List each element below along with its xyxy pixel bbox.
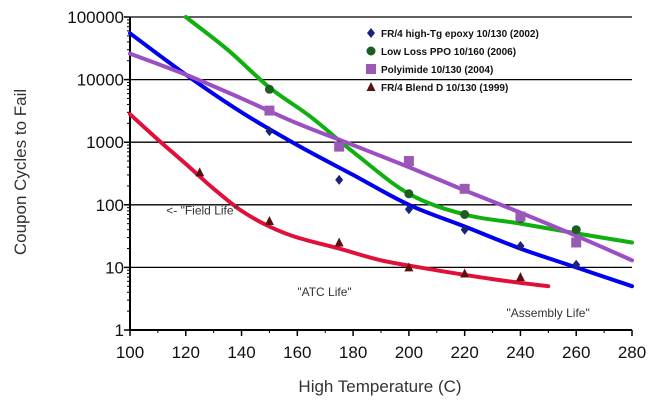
y-tick-label: 10000 bbox=[77, 71, 124, 90]
data-point-square bbox=[334, 141, 345, 152]
data-point-triangle bbox=[515, 272, 525, 282]
legend-entry: FR/4 high-Tg epoxy 10/130 (2002) bbox=[381, 29, 539, 40]
annotation: "Assembly Life" bbox=[507, 306, 590, 320]
y-tick-label: 1000 bbox=[86, 133, 124, 152]
y-tick-label: 100 bbox=[96, 196, 124, 215]
y-axis-label: Coupon Cycles to Fail bbox=[11, 89, 30, 255]
legend: FR/4 high-Tg epoxy 10/130 (2002) Low Loss… bbox=[366, 28, 539, 94]
data-point-square bbox=[459, 183, 470, 194]
legend-marker-triangle bbox=[366, 82, 376, 91]
y-tick-label: 1 bbox=[115, 321, 124, 340]
y-tick-label: 100000 bbox=[67, 8, 124, 27]
data-point-circle bbox=[264, 84, 274, 94]
data-point-triangle bbox=[264, 216, 274, 226]
data-point-square bbox=[403, 156, 414, 167]
fit-line-polyimide-10-130-2004 bbox=[128, 51, 634, 263]
data-point-square bbox=[571, 237, 582, 248]
x-tick-label: 240 bbox=[506, 343, 534, 362]
x-axis-label: High Temperature (C) bbox=[298, 377, 461, 396]
data-point-triangle bbox=[334, 237, 344, 247]
data-point-diamond bbox=[335, 174, 344, 185]
legend-entry: FR/4 Blend D 10/130 (1999) bbox=[381, 83, 508, 94]
tick-labels: 1 10 100 1000 10000 100000 100 120 140 160 180 200 2… bbox=[67, 8, 646, 362]
annotation: "ATC Life" bbox=[297, 285, 351, 299]
data-point-square bbox=[264, 105, 275, 116]
legend-marker-square bbox=[366, 64, 376, 74]
x-tick-label: 260 bbox=[562, 343, 590, 362]
data-point-diamond bbox=[404, 204, 413, 215]
annotation: <- "Field Life" bbox=[166, 203, 238, 217]
data-point-diamond bbox=[460, 224, 469, 235]
x-tick-label: 220 bbox=[450, 343, 478, 362]
series-lines bbox=[128, 15, 634, 289]
legend-entry: Polyimide 10/130 (2004) bbox=[381, 65, 493, 76]
legend-marker-circle bbox=[366, 46, 376, 56]
legend-entry: Low Loss PPO 10/160 (2006) bbox=[381, 47, 516, 58]
fit-line-fr-4-high-tg-epoxy-10-130-2002 bbox=[128, 31, 634, 289]
data-point-triangle bbox=[404, 262, 414, 272]
data-point-circle bbox=[404, 189, 414, 199]
x-tick-label: 280 bbox=[618, 343, 646, 362]
x-tick-label: 160 bbox=[283, 343, 311, 362]
data-point-diamond bbox=[516, 240, 525, 251]
x-tick-label: 100 bbox=[116, 343, 144, 362]
data-point-diamond bbox=[265, 126, 274, 137]
fit-line-low-loss-ppo-10-160-2006 bbox=[183, 15, 634, 245]
x-tick-label: 200 bbox=[395, 343, 423, 362]
y-tick-label: 10 bbox=[105, 258, 124, 277]
data-point-circle bbox=[460, 209, 470, 219]
data-point-square bbox=[515, 211, 526, 222]
series-points bbox=[195, 84, 582, 282]
x-tick-label: 180 bbox=[339, 343, 367, 362]
data-point-circle bbox=[571, 225, 581, 235]
data-point-triangle bbox=[195, 167, 205, 177]
annotations: <- "Field Life" "ATC Life" "Assembly Life" bbox=[166, 203, 589, 320]
data-point-triangle bbox=[460, 268, 470, 278]
fit-line-fr-4-blend-d-10-130-1999 bbox=[128, 112, 551, 289]
x-tick-label: 140 bbox=[227, 343, 255, 362]
x-tick-label: 120 bbox=[172, 343, 200, 362]
legend-marker-diamond bbox=[367, 28, 375, 38]
axes bbox=[124, 16, 633, 336]
data-point-diamond bbox=[572, 259, 581, 270]
